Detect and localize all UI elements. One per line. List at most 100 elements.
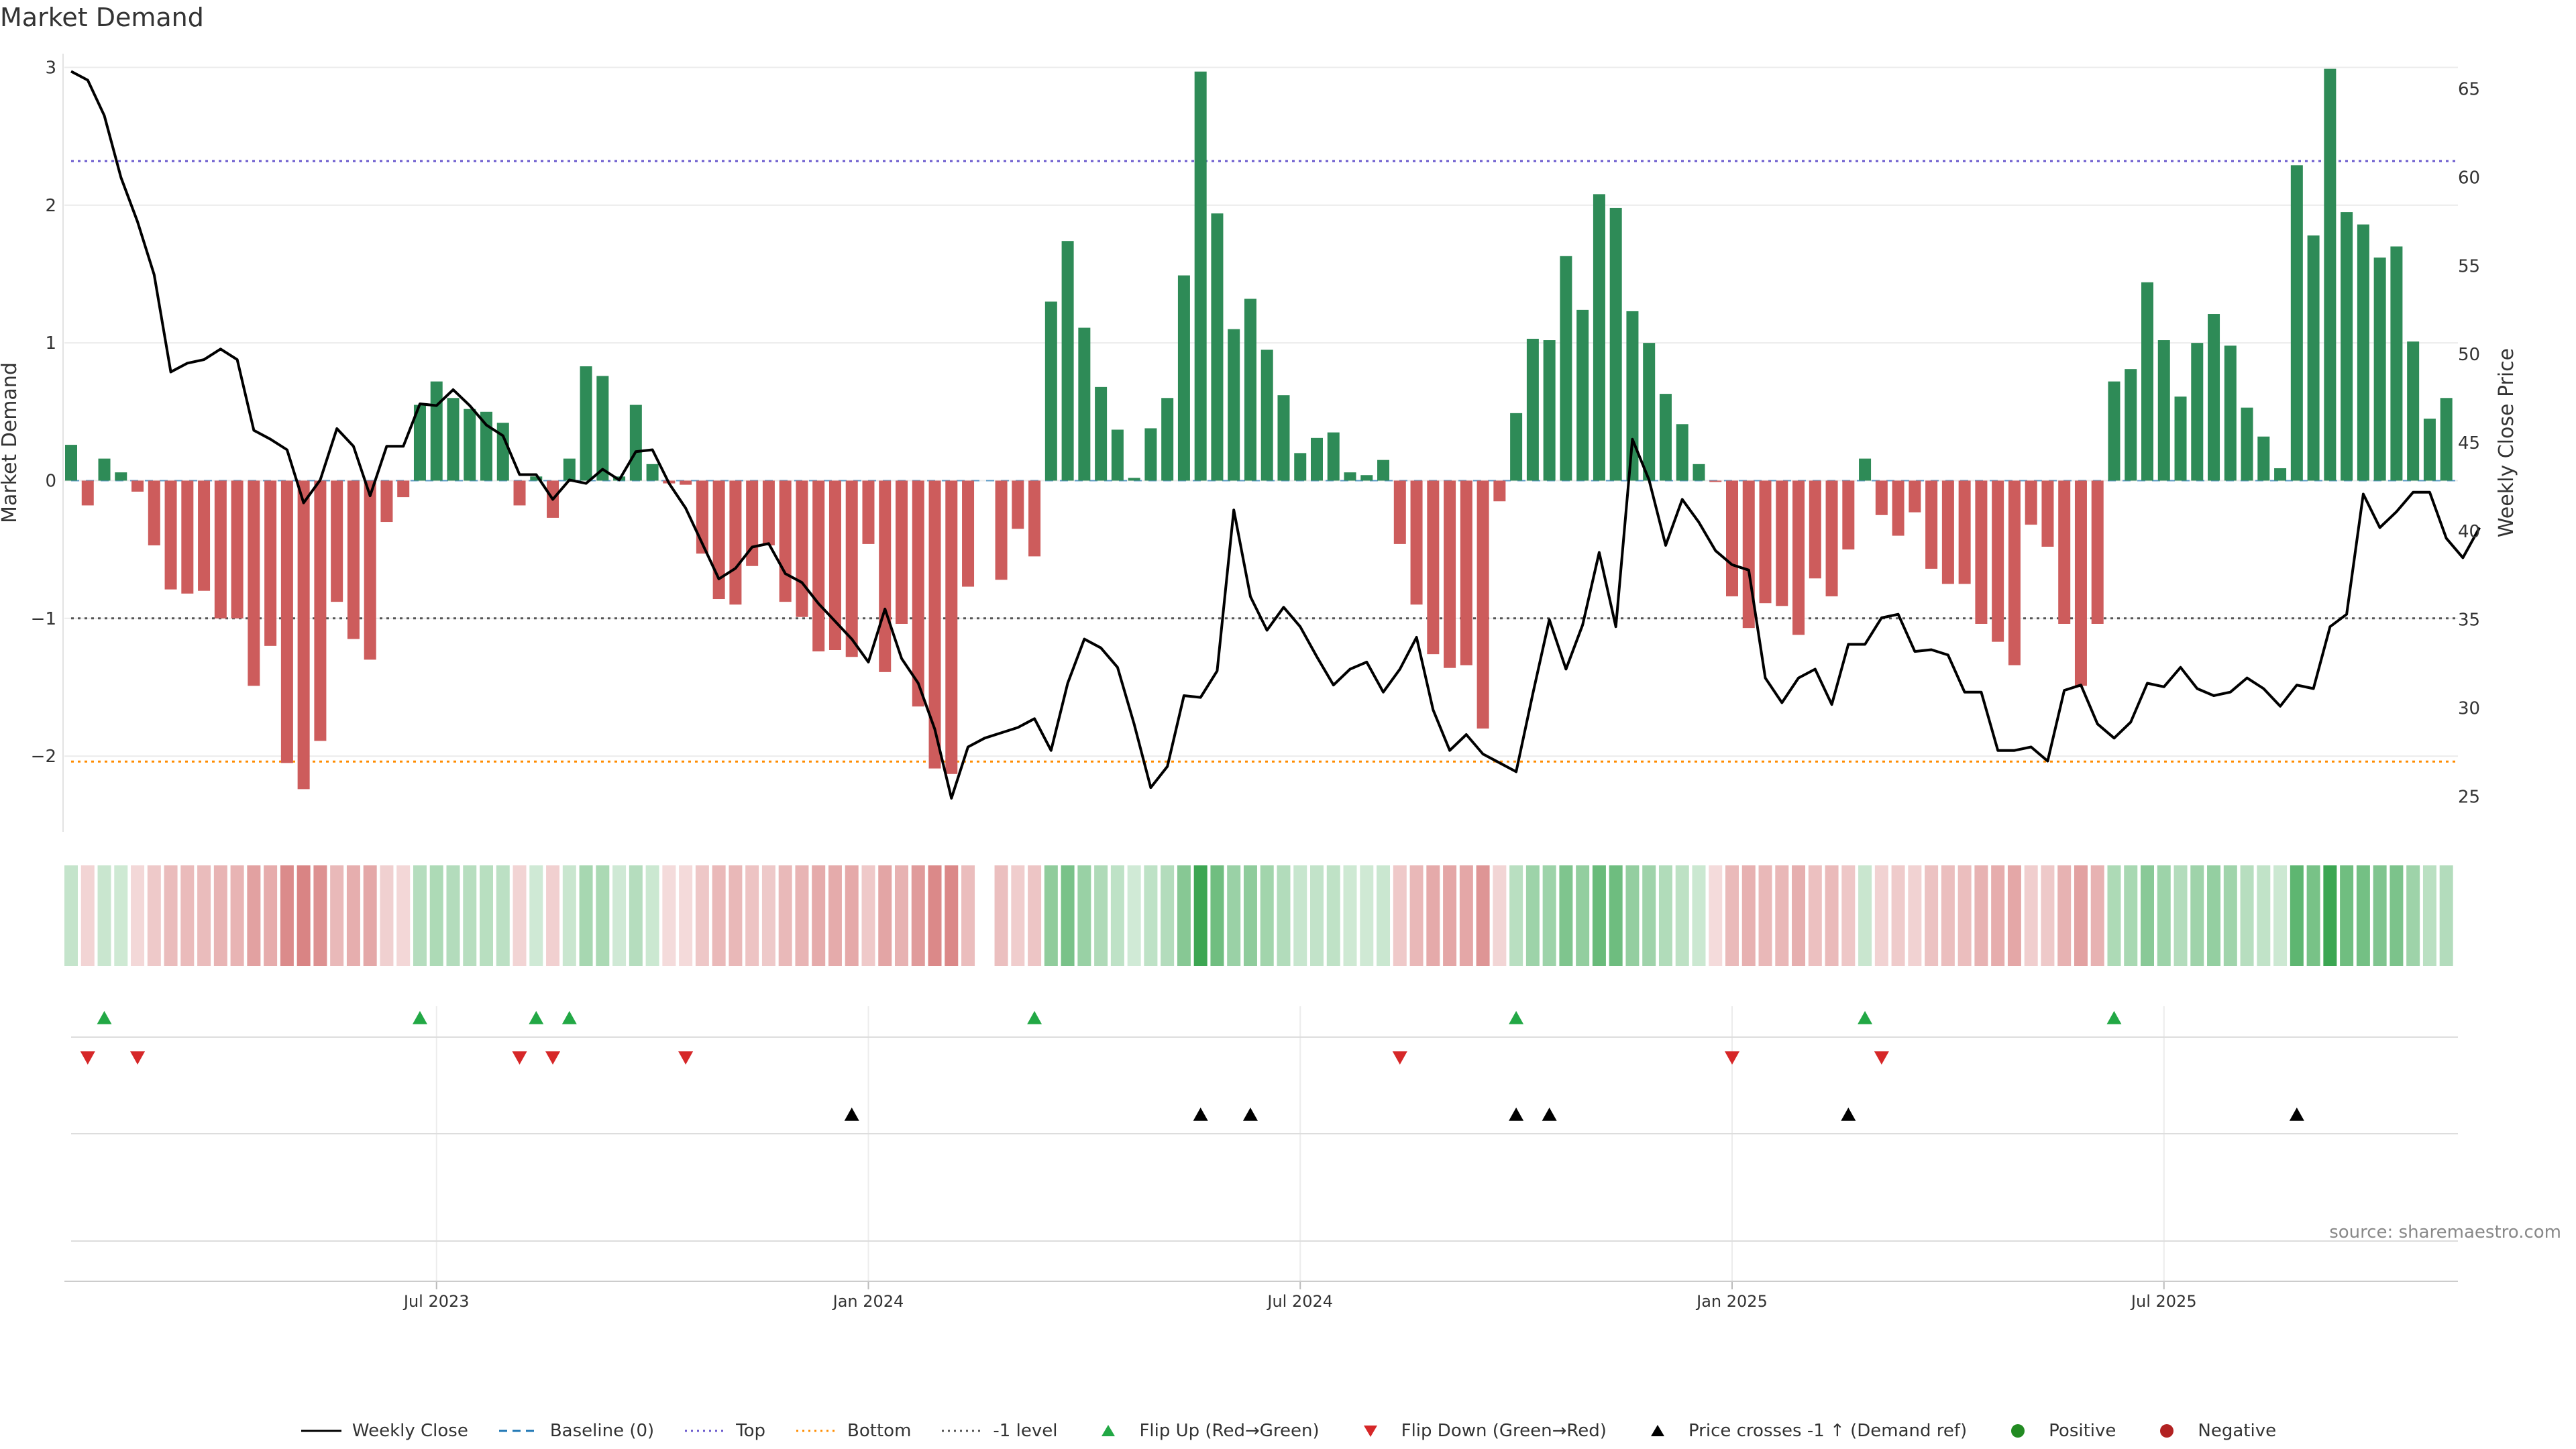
legend-swatch — [1102, 1425, 1116, 1436]
demand-bar — [1377, 460, 1390, 481]
legend-item: Price crosses -1 ↑ (Demand ref) — [1636, 1421, 1967, 1441]
heat-cell — [1459, 865, 1473, 966]
demand-bar — [280, 480, 293, 763]
price-cross-marker — [1841, 1108, 1856, 1121]
y2-tick-label: 50 — [2458, 345, 2480, 365]
heat-cell — [529, 865, 543, 966]
demand-bar — [746, 480, 759, 566]
flip-down-marker — [1725, 1051, 1739, 1065]
legend-label: Bottom — [847, 1421, 912, 1441]
demand-bar — [430, 381, 443, 481]
heat-cell — [280, 865, 294, 966]
source-note: source: sharemaestro.com — [2329, 1222, 2561, 1242]
heat-cell — [2257, 865, 2271, 966]
heat-cell — [1642, 865, 1656, 966]
heat-cell — [546, 865, 560, 966]
demand-bar — [1726, 480, 1738, 596]
legend-label: Flip Up (Red→Green) — [1139, 1421, 1320, 1441]
heat-cell — [1775, 865, 1789, 966]
flip-up-marker — [1027, 1011, 1042, 1024]
demand-bar — [496, 423, 509, 481]
heat-cell — [961, 865, 975, 966]
y2-tick-label: 45 — [2458, 433, 2480, 453]
heat-cell — [2323, 865, 2337, 966]
heat-cell — [1011, 865, 1025, 966]
demand-bar — [1477, 480, 1489, 729]
legend-label: Price crosses -1 ↑ (Demand ref) — [1688, 1421, 1968, 1441]
demand-bar — [1659, 394, 1672, 481]
legend-swatch — [796, 1430, 837, 1432]
demand-bar — [81, 480, 94, 506]
flip-up-marker — [561, 1011, 577, 1024]
demand-bar — [413, 405, 426, 481]
demand-bar — [314, 480, 327, 741]
demand-bar — [2208, 314, 2220, 481]
heat-cell — [729, 865, 743, 966]
demand-bar — [596, 376, 609, 481]
demand-bar — [762, 480, 775, 545]
demand-bar — [629, 405, 642, 481]
demand-bar — [2373, 257, 2386, 481]
demand-bar — [1925, 480, 1938, 569]
demand-bar — [1211, 213, 1224, 481]
demand-bar — [1393, 480, 1406, 544]
heat-cell — [2306, 865, 2320, 966]
demand-bar — [231, 480, 244, 619]
heat-cell — [213, 865, 227, 966]
heat-cell — [64, 865, 78, 966]
heat-cell — [2406, 865, 2420, 966]
heat-cell — [1493, 865, 1507, 966]
demand-bar — [1543, 340, 1556, 481]
demand-bar — [347, 480, 360, 639]
demand-bar — [2041, 480, 2054, 547]
demand-bar — [928, 480, 941, 769]
heat-cell — [2439, 865, 2453, 966]
demand-bar — [65, 445, 77, 481]
demand-bar — [1228, 329, 1240, 481]
demand-bar — [264, 480, 277, 646]
heat-cell — [1542, 865, 1556, 966]
heat-cell — [1792, 865, 1806, 966]
legend-item: Top — [684, 1421, 765, 1441]
heat-cell — [2356, 865, 2370, 966]
heat-cell — [313, 865, 327, 966]
demand-bar — [2257, 436, 2270, 481]
heat-cell — [662, 865, 676, 966]
heat-cell — [994, 865, 1008, 966]
demand-bar — [1493, 480, 1506, 502]
heat-cell — [2157, 865, 2171, 966]
legend-item: Negative — [2145, 1421, 2276, 1441]
heat-cell — [1925, 865, 1939, 966]
heat-cell — [2422, 865, 2436, 966]
price-cross-marker — [844, 1108, 859, 1121]
demand-bar — [1061, 241, 1074, 481]
demand-bar — [1028, 480, 1041, 557]
demand-bar — [712, 480, 725, 600]
demand-bar — [1360, 475, 1373, 481]
heat-cell — [1028, 865, 1042, 966]
demand-bar — [1875, 480, 1888, 515]
demand-bar — [729, 480, 742, 605]
demand-bar — [680, 480, 692, 485]
demand-bar — [214, 480, 227, 619]
demand-bar — [646, 464, 659, 481]
demand-bar — [1526, 338, 1539, 481]
y-tick-label: −1 — [31, 609, 56, 629]
demand-bar — [1311, 437, 1323, 481]
heat-cell — [1858, 865, 1872, 966]
heat-cell — [1443, 865, 1457, 966]
demand-bar — [2341, 212, 2353, 481]
heat-cell — [795, 865, 809, 966]
demand-bar — [1825, 480, 1838, 596]
heat-cell — [895, 865, 908, 966]
demand-bar — [1161, 398, 1174, 481]
heat-cell — [2090, 865, 2104, 966]
heat-cell — [480, 865, 493, 966]
price-cross-marker — [2289, 1108, 2304, 1121]
heat-cell — [928, 865, 942, 966]
event-markers — [80, 1011, 2304, 1121]
heat-cell — [1741, 865, 1756, 966]
heat-cell — [1227, 865, 1241, 966]
heat-cell — [2223, 865, 2237, 966]
legend-swatch — [942, 1430, 983, 1432]
